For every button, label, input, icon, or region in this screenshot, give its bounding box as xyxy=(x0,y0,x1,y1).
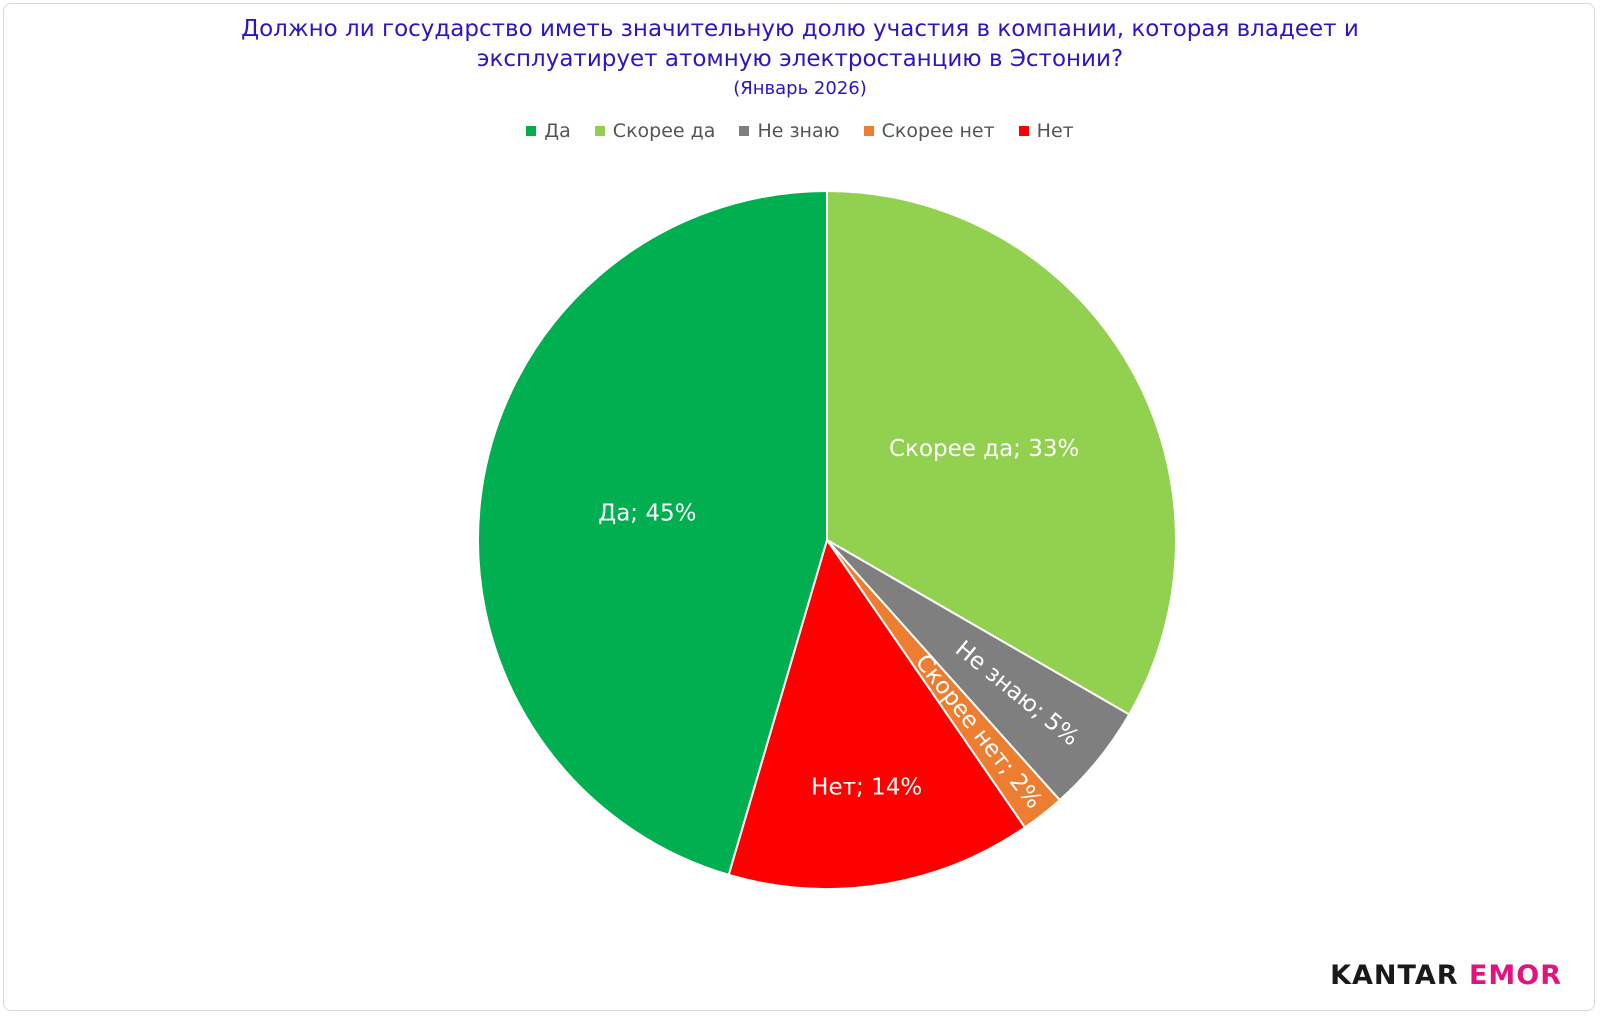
legend-label-da: Да xyxy=(544,120,571,142)
legend-item-da: Да xyxy=(526,120,571,142)
legend-label-net: Нет xyxy=(1036,120,1074,142)
chart-title: Должно ли государство иметь значительную… xyxy=(0,14,1600,74)
pie-label-net: Нет; 14% xyxy=(811,775,922,801)
legend-swatch-skoree-da xyxy=(594,126,605,136)
legend-swatch-ne-znayu xyxy=(739,126,750,136)
legend-label-ne-znayu: Не знаю xyxy=(757,120,840,142)
logo-emor-text: EMOR xyxy=(1468,960,1562,991)
legend-item-skoree-net: Скорее нет xyxy=(863,120,995,142)
legend-label-skoree-da: Скорее да xyxy=(612,120,716,142)
legend-swatch-da xyxy=(526,126,537,136)
kantar-emor-logo: KANTAR EMOR xyxy=(1330,960,1562,991)
pie-slice-net xyxy=(727,537,1027,890)
pie-label-skoree-da: Скорее да; 33% xyxy=(889,436,1079,462)
chart-title-line-2: эксплуатирует атомную электростанцию в Э… xyxy=(476,46,1124,72)
logo-kantar-text: KANTAR xyxy=(1330,960,1459,991)
chart-subtitle: (Январь 2026) xyxy=(733,78,867,99)
legend-item-skoree-da: Скорее да xyxy=(594,120,716,142)
pie-slice-skoree-da xyxy=(826,189,1177,716)
legend-swatch-skoree-net xyxy=(863,126,874,136)
legend-item-net: Нет xyxy=(1018,120,1074,142)
legend-label-skoree-net: Скорее нет xyxy=(881,120,995,142)
pie-slice-da xyxy=(477,189,828,877)
legend: Да Скорее да Не знаю Скорее нет Нет xyxy=(0,120,1600,142)
chart-title-line-1: Должно ли государство иметь значительную… xyxy=(241,16,1359,42)
legend-item-ne-znayu: Не знаю xyxy=(739,120,840,142)
pie-label-da: Да; 45% xyxy=(598,501,696,527)
legend-swatch-net xyxy=(1018,126,1029,136)
